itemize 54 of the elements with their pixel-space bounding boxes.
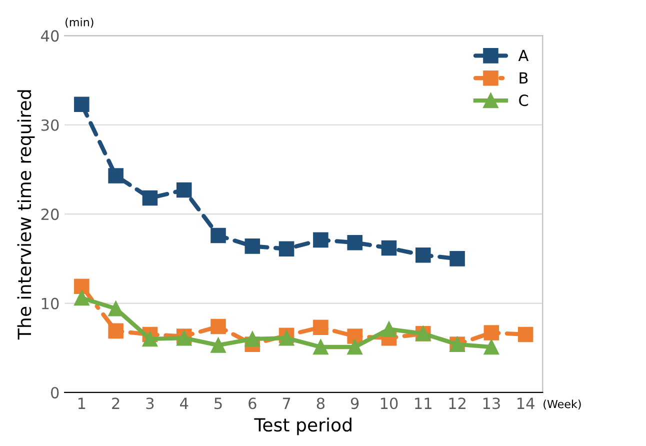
x-tick-label: 14 bbox=[518, 398, 534, 409]
x-tick-label: 4 bbox=[180, 398, 188, 409]
point bbox=[278, 241, 294, 257]
x-tick-label: 2 bbox=[112, 398, 120, 409]
x-tick-label: 5 bbox=[214, 398, 222, 410]
point bbox=[108, 323, 124, 339]
point bbox=[108, 168, 124, 184]
x-tick-label: 7 bbox=[282, 398, 290, 409]
y-tick-label: 0 bbox=[51, 386, 59, 398]
point bbox=[347, 328, 362, 344]
point bbox=[347, 339, 362, 355]
legend-label: A bbox=[518, 50, 529, 62]
point bbox=[142, 331, 158, 347]
legend-label: C bbox=[519, 94, 528, 106]
point bbox=[244, 331, 260, 347]
y-tick-label: 20 bbox=[41, 208, 59, 220]
point bbox=[484, 325, 500, 340]
point bbox=[381, 240, 397, 256]
x-tick-label: 10 bbox=[380, 398, 398, 410]
y-tick-label: 30 bbox=[41, 119, 59, 131]
point bbox=[74, 278, 90, 294]
x-tick-label: 6 bbox=[248, 398, 256, 410]
point bbox=[210, 318, 226, 334]
point bbox=[484, 339, 500, 355]
point bbox=[74, 96, 90, 112]
x-axis-title: Test period bbox=[254, 418, 352, 436]
point bbox=[210, 228, 226, 244]
point bbox=[313, 320, 328, 336]
point bbox=[108, 300, 124, 316]
point bbox=[74, 290, 90, 306]
y-axis-title: The interview time required bbox=[17, 90, 35, 340]
point bbox=[176, 182, 192, 198]
x-tick-label: 11 bbox=[415, 398, 432, 409]
point bbox=[518, 326, 534, 342]
point bbox=[244, 238, 260, 254]
point bbox=[381, 322, 397, 337]
point bbox=[313, 232, 328, 248]
legend-label: B bbox=[520, 72, 528, 84]
x-tick-label: 8 bbox=[316, 398, 325, 410]
point bbox=[415, 247, 431, 263]
x-tick-label: 1 bbox=[78, 398, 86, 409]
y-tick-label: 40 bbox=[41, 30, 59, 42]
point bbox=[313, 339, 328, 355]
x-tick-label: 12 bbox=[449, 398, 466, 409]
point bbox=[142, 190, 158, 206]
y-tick-label: 10 bbox=[42, 298, 59, 310]
point bbox=[210, 338, 226, 353]
x-tick-label: 3 bbox=[146, 398, 154, 410]
x-tick-label: 13 bbox=[483, 398, 500, 410]
point bbox=[450, 251, 465, 266]
text: (min) bbox=[66, 18, 94, 28]
text: (Week) bbox=[544, 400, 581, 410]
point bbox=[347, 234, 362, 250]
x-tick-label: 9 bbox=[350, 398, 359, 410]
